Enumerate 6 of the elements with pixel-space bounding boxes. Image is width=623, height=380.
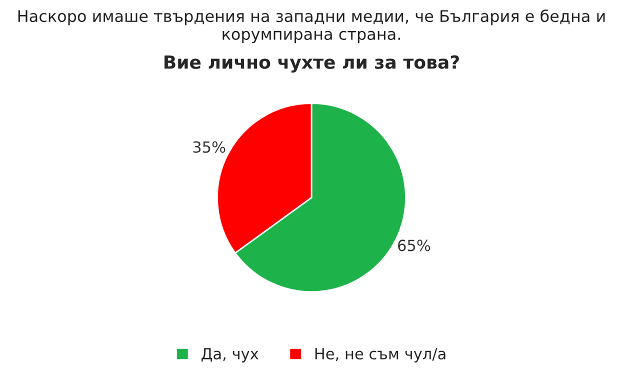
- legend-label: Да, чух: [202, 348, 258, 362]
- data-label: 65%: [398, 240, 430, 252]
- chart-subtitle: Вие лично чухте ли за това?: [164, 55, 459, 73]
- chart-title: Наскоро имаше твърдения на западни медии, че България е бедна и корумпирана страна.: [18, 10, 605, 44]
- legend-label: Не, не съм чул/а: [315, 348, 446, 362]
- data-label: 35%: [193, 141, 226, 153]
